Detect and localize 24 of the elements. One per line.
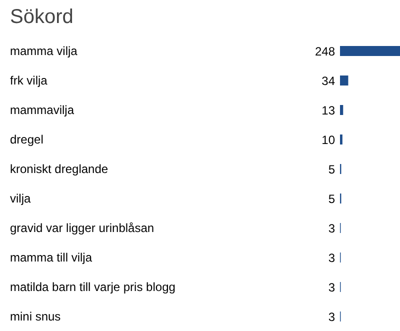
y-tick-label: gravid var ligger urinblåsan (10, 220, 154, 235)
y-tick-label: vilja (10, 191, 31, 206)
y-tick-label: kroniskt dreglande (10, 162, 108, 176)
data-label: 13 (322, 103, 336, 118)
y-tick-label: matilda barn till varje pris blogg (10, 280, 176, 294)
y-tick-label: mamma till vilja (10, 250, 92, 264)
data-label: 10 (322, 132, 336, 147)
y-tick-label: mini snus (10, 309, 61, 324)
data-label: 3 (328, 310, 336, 324)
data-label: 5 (328, 192, 336, 206)
bar (340, 105, 344, 115)
y-tick-label: mammavilja (10, 102, 74, 117)
y-tick-label: dregel (10, 132, 44, 146)
data-label: 3 (328, 280, 336, 294)
data-label: 3 (328, 250, 336, 265)
bar (340, 46, 400, 56)
y-tick-label: frk vilja (10, 73, 48, 88)
y-tick-label: mamma vilja (10, 44, 78, 58)
data-label: 248 (314, 44, 336, 58)
data-label: 5 (328, 162, 336, 176)
bar (340, 76, 348, 86)
data-label: 34 (322, 74, 336, 88)
text: Sökord (9, 5, 74, 30)
data-label: 3 (328, 221, 336, 236)
